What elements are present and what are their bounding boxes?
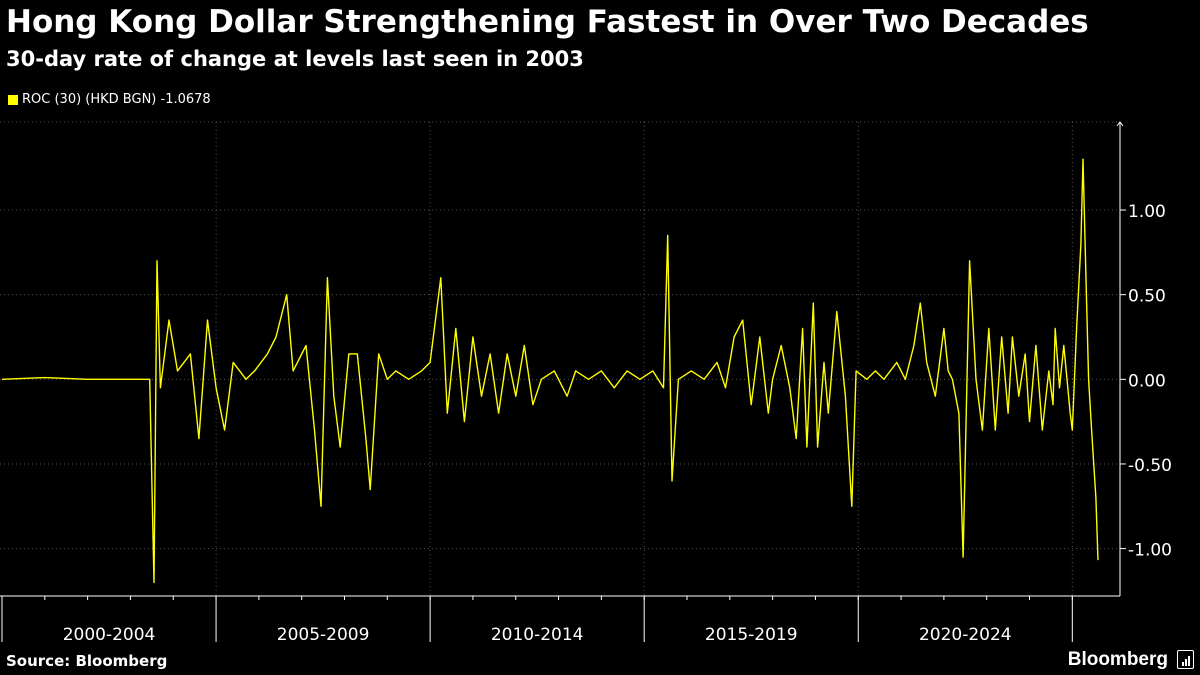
- legend-swatch: [8, 94, 18, 105]
- legend: ROC (30) (HKD BGN) -1.0678: [8, 92, 211, 107]
- source-note: Source: Bloomberg: [6, 652, 168, 670]
- x-category-label: 2020-2024: [919, 625, 1012, 645]
- grid-layer: [0, 121, 1120, 596]
- bar-chart-icon: [1177, 650, 1194, 669]
- y-tick-label: 0.00: [1128, 371, 1166, 391]
- y-tick-label: 0.50: [1128, 287, 1166, 307]
- series-layer: [1, 158, 1099, 584]
- y-tick-label: 1.00: [1128, 202, 1166, 222]
- axis-layer: 1.00 0.50 0.00 -0.50 -1.00 2000-2004 2005-2009…: [0, 121, 1172, 645]
- chart-subtitle: 30-day rate of change at levels last see…: [6, 47, 584, 71]
- x-category-label: 2010-2014: [491, 625, 584, 645]
- x-category-label: 2005-2009: [277, 625, 370, 645]
- y-tick-label: -1.00: [1128, 541, 1172, 561]
- bloomberg-logo: Bloomberg: [1067, 649, 1168, 670]
- x-category-label: 2015-2019: [705, 625, 798, 645]
- series-line: [1, 158, 1099, 584]
- y-tick-label: -0.50: [1128, 456, 1172, 476]
- x-category-label: 2000-2004: [63, 625, 156, 645]
- chart-title: Hong Kong Dollar Strengthening Fastest i…: [6, 4, 1089, 40]
- legend-label: ROC (30) (HKD BGN) -1.0678: [22, 92, 211, 107]
- y-axis-arrow: [1116, 121, 1124, 127]
